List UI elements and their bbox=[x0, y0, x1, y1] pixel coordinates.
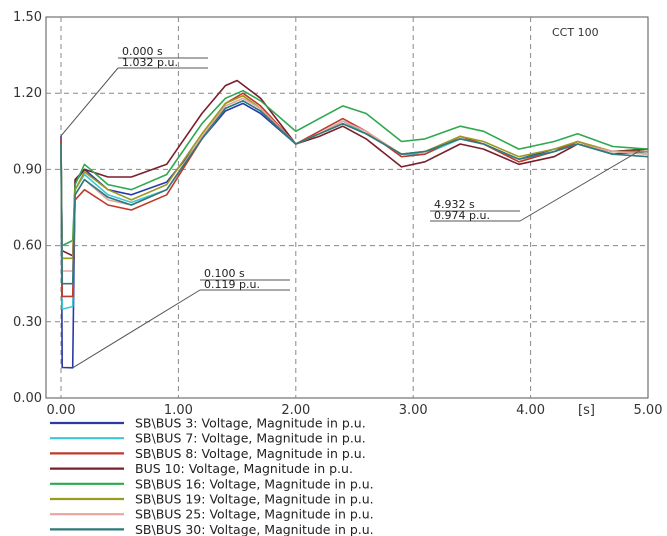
axis-ticks: 0.00 1.00 2.00 3.00 4.00 5.00 0.00 0.30 0.60 0.90… bbox=[13, 10, 662, 418]
legend-label: BUS 10: Voltage, Magnitude in p.u. bbox=[135, 461, 353, 476]
plot-frame bbox=[45, 16, 649, 399]
legend-label: SB\BUS 25: Voltage, Magnitude in p.u. bbox=[135, 507, 374, 522]
legend-label: SB\BUS 7: Voltage, Magnitude in p.u. bbox=[135, 431, 366, 446]
grid bbox=[46, 17, 648, 398]
annotation-leader bbox=[72, 289, 201, 369]
x-tick-label: 0.00 bbox=[47, 403, 76, 418]
y-tick-label: 1.20 bbox=[13, 86, 42, 101]
legend-label: SB\BUS 30: Voltage, Magnitude in p.u. bbox=[135, 522, 374, 536]
x-tick-label: 4.00 bbox=[516, 403, 545, 418]
y-tick-label: 0.00 bbox=[13, 391, 42, 406]
annotation-time: 4.932 s bbox=[434, 198, 475, 211]
series-line bbox=[60, 89, 649, 247]
y-tick-label: 0.30 bbox=[13, 315, 42, 330]
legend-label: SB\BUS 19: Voltage, Magnitude in p.u. bbox=[135, 492, 374, 507]
annotation-time: 0.000 s bbox=[122, 45, 163, 58]
annotations: 0.000 s1.032 p.u. 0.100 s0.119 p.u. 4.932 … bbox=[60, 45, 641, 369]
legend-label: SB\BUS 16: Voltage, Magnitude in p.u. bbox=[135, 476, 374, 491]
x-axis-unit: [s] bbox=[578, 403, 595, 418]
series-line bbox=[60, 100, 649, 285]
case-label: CCT 100 bbox=[552, 26, 599, 39]
x-tick-label: 1.00 bbox=[164, 403, 193, 418]
annotation-leader bbox=[519, 150, 641, 222]
y-tick-label: 0.90 bbox=[13, 162, 42, 177]
y-tick-label: 0.60 bbox=[13, 239, 42, 254]
series-lines bbox=[60, 79, 649, 369]
x-tick-label: 3.00 bbox=[399, 403, 428, 418]
legend: SB\BUS 3: Voltage, Magnitude in p.u.SB\B… bbox=[50, 416, 374, 536]
x-tick-label: 2.00 bbox=[281, 403, 310, 418]
annotation-value: 0.974 p.u. bbox=[434, 209, 490, 222]
y-tick-label: 1.50 bbox=[13, 10, 42, 25]
annotation-value: 0.119 p.u. bbox=[204, 278, 260, 291]
annotation-value: 1.032 p.u. bbox=[122, 56, 178, 69]
annotation-leader bbox=[60, 67, 119, 137]
x-tick-label: 5.00 bbox=[634, 403, 663, 418]
annotation-time: 0.100 s bbox=[204, 267, 245, 280]
legend-label: SB\BUS 8: Voltage, Magnitude in p.u. bbox=[135, 446, 366, 461]
legend-label: SB\BUS 3: Voltage, Magnitude in p.u. bbox=[135, 416, 366, 431]
